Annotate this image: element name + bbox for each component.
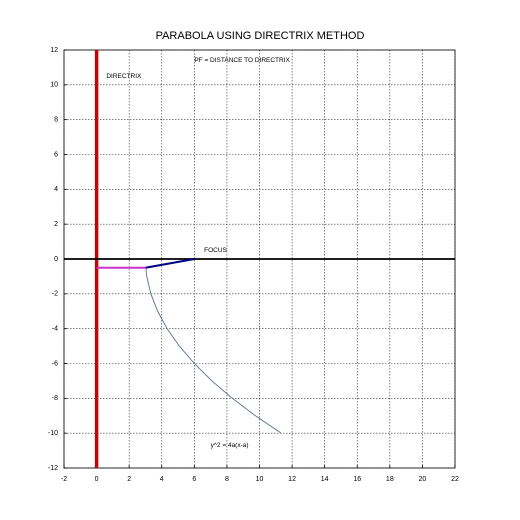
x-tick-label: 2 xyxy=(127,476,131,483)
x-tick-label: 4 xyxy=(160,476,164,483)
y-tick-label: 0 xyxy=(54,256,58,263)
x-tick-label: 12 xyxy=(288,476,296,483)
y-tick-label: 4 xyxy=(54,186,58,193)
y-tick-label: 8 xyxy=(54,117,58,124)
annotation: y^2 = 4a(x-a) xyxy=(211,442,249,449)
x-tick-label: 18 xyxy=(386,476,394,483)
x-tick-label: 8 xyxy=(225,476,229,483)
y-tick-label: 2 xyxy=(54,221,58,228)
y-tick-label: -6 xyxy=(52,360,58,367)
y-tick-label: -2 xyxy=(52,291,58,298)
y-tick-label: -4 xyxy=(52,326,58,333)
line xyxy=(145,267,282,434)
x-tick-label: 14 xyxy=(321,476,329,483)
chart-title: PARABOLA USING DIRECTRIX METHOD xyxy=(156,30,365,42)
y-tick-label: -8 xyxy=(52,395,58,402)
y-tick-label: 10 xyxy=(50,82,58,89)
x-tick-label: -2 xyxy=(61,476,67,483)
x-tick-label: 0 xyxy=(95,476,99,483)
annotation: PF = DISTANCE TO DIRECTRIX xyxy=(194,57,290,64)
line xyxy=(145,258,195,269)
x-tick-label: 22 xyxy=(451,476,459,483)
x-tick-label: 10 xyxy=(256,476,264,483)
x-tick-label: 20 xyxy=(419,476,427,483)
annotation: FOCUS xyxy=(204,247,227,254)
y-tick-label: -10 xyxy=(48,430,58,437)
y-tick-label: -12 xyxy=(48,465,58,472)
annotation: DIRECTRIX xyxy=(106,73,142,80)
x-tick-label: 16 xyxy=(353,476,361,483)
y-tick-label: 12 xyxy=(50,47,58,54)
y-tick-label: 6 xyxy=(54,151,58,158)
x-tick-label: 6 xyxy=(192,476,196,483)
